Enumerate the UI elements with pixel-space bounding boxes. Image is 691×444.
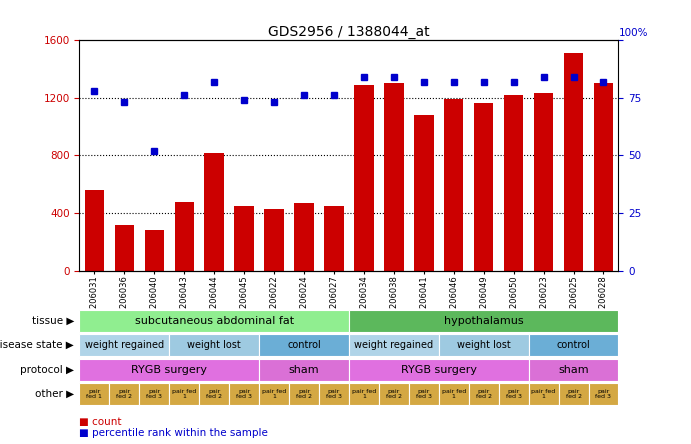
Bar: [259, 359, 349, 381]
Text: sham: sham: [289, 365, 319, 375]
Text: RYGB surgery: RYGB surgery: [131, 365, 207, 375]
Bar: [409, 383, 439, 405]
Bar: [324, 206, 343, 271]
Bar: [294, 203, 314, 271]
Bar: [79, 334, 169, 356]
Bar: [414, 115, 433, 271]
Text: weight lost: weight lost: [457, 340, 511, 350]
Text: pair
fed 1: pair fed 1: [86, 388, 102, 400]
Text: weight regained: weight regained: [85, 340, 164, 350]
Bar: [319, 383, 349, 405]
Bar: [499, 383, 529, 405]
Text: pair
fed 3: pair fed 3: [416, 388, 432, 400]
Bar: [349, 334, 439, 356]
Text: disease state ▶: disease state ▶: [0, 340, 74, 350]
Bar: [199, 383, 229, 405]
Text: protocol ▶: protocol ▶: [20, 365, 74, 375]
Bar: [589, 383, 618, 405]
Text: pair
fed 2: pair fed 2: [296, 388, 312, 400]
Text: pair
fed 3: pair fed 3: [506, 388, 522, 400]
Text: control: control: [287, 340, 321, 350]
Bar: [468, 383, 499, 405]
Text: tissue ▶: tissue ▶: [32, 316, 74, 326]
Text: RYGB surgery: RYGB surgery: [401, 365, 477, 375]
Text: pair
fed 2: pair fed 2: [565, 388, 582, 400]
Bar: [349, 359, 529, 381]
Text: subcutaneous abdominal fat: subcutaneous abdominal fat: [135, 316, 294, 326]
Text: control: control: [557, 340, 590, 350]
Bar: [504, 95, 523, 271]
Bar: [169, 383, 199, 405]
Bar: [349, 383, 379, 405]
Bar: [384, 83, 404, 271]
Title: GDS2956 / 1388044_at: GDS2956 / 1388044_at: [268, 25, 430, 39]
Text: pair fed
1: pair fed 1: [442, 388, 466, 400]
Bar: [439, 334, 529, 356]
Text: pair
fed 2: pair fed 2: [206, 388, 223, 400]
Bar: [85, 190, 104, 271]
Text: pair
fed 2: pair fed 2: [116, 388, 133, 400]
Bar: [529, 334, 618, 356]
Bar: [140, 383, 169, 405]
Bar: [529, 383, 558, 405]
Text: weight regained: weight regained: [354, 340, 433, 350]
Text: pair
fed 3: pair fed 3: [146, 388, 162, 400]
Bar: [205, 153, 224, 271]
Bar: [259, 334, 349, 356]
Bar: [115, 225, 134, 271]
Bar: [259, 383, 289, 405]
Text: pair fed
1: pair fed 1: [262, 388, 286, 400]
Text: ■ count: ■ count: [79, 417, 122, 427]
Bar: [79, 359, 259, 381]
Text: other ▶: other ▶: [35, 389, 74, 399]
Bar: [439, 383, 468, 405]
Text: pair
fed 2: pair fed 2: [475, 388, 492, 400]
Text: pair
fed 3: pair fed 3: [326, 388, 342, 400]
Bar: [289, 383, 319, 405]
Bar: [564, 53, 583, 271]
Bar: [474, 103, 493, 271]
Bar: [79, 310, 349, 332]
Text: pair fed
1: pair fed 1: [172, 388, 196, 400]
Bar: [265, 209, 284, 271]
Text: 100%: 100%: [618, 28, 648, 38]
Text: sham: sham: [558, 365, 589, 375]
Text: pair
fed 2: pair fed 2: [386, 388, 402, 400]
Bar: [354, 85, 374, 271]
Bar: [529, 359, 618, 381]
Bar: [534, 93, 553, 271]
Text: pair fed
1: pair fed 1: [352, 388, 376, 400]
Bar: [234, 206, 254, 271]
Bar: [558, 383, 589, 405]
Text: pair fed
1: pair fed 1: [531, 388, 556, 400]
Bar: [229, 383, 259, 405]
Bar: [349, 310, 618, 332]
Text: pair
fed 3: pair fed 3: [596, 388, 612, 400]
Bar: [79, 383, 109, 405]
Bar: [444, 99, 464, 271]
Bar: [175, 202, 194, 271]
Bar: [379, 383, 409, 405]
Bar: [144, 230, 164, 271]
Text: ■ percentile rank within the sample: ■ percentile rank within the sample: [79, 428, 268, 438]
Bar: [594, 83, 613, 271]
Bar: [109, 383, 140, 405]
Text: weight lost: weight lost: [187, 340, 241, 350]
Bar: [169, 334, 259, 356]
Text: pair
fed 3: pair fed 3: [236, 388, 252, 400]
Text: hypothalamus: hypothalamus: [444, 316, 524, 326]
